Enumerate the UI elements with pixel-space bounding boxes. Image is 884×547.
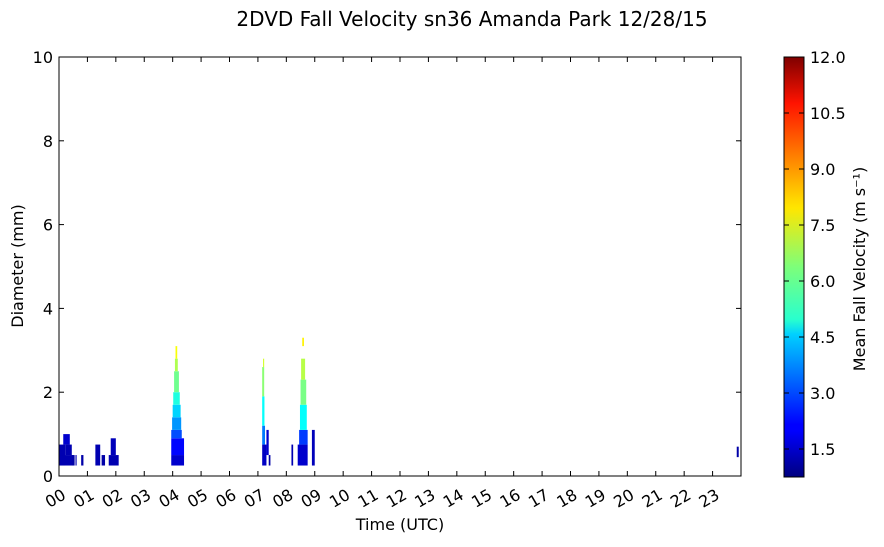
x-tick-label: 09 [298, 485, 325, 512]
colorbar-tick-label: 7.5 [810, 216, 835, 235]
x-tick-label: 10 [326, 485, 353, 512]
x-axis-label: Time (UTC) [355, 515, 444, 534]
data-cell [174, 371, 179, 393]
data-cell [171, 429, 182, 439]
x-tick-label: 15 [468, 485, 495, 512]
x-tick-label: 02 [99, 485, 126, 512]
colorbar-tick-label: 12.0 [810, 48, 846, 67]
colorbar-tick-label: 10.5 [810, 104, 846, 123]
y-tick-label: 0 [43, 467, 53, 486]
data-cells [59, 337, 739, 466]
data-cell [174, 358, 178, 372]
x-tick-label: 14 [440, 485, 467, 512]
data-cell [300, 379, 307, 405]
data-cell [297, 444, 308, 466]
data-cell [95, 444, 101, 466]
y-tick-label: 10 [33, 48, 53, 67]
y-tick-label: 8 [43, 132, 53, 151]
x-axis: 00 01 02 03 04 05 06 07 08 09 10 11 12 13 14 15 16 17 18 19… [42, 57, 723, 512]
data-cell [262, 367, 265, 397]
x-tick-label: 20 [610, 485, 637, 512]
data-cell [268, 455, 271, 466]
data-cell [71, 455, 75, 466]
data-cell [173, 392, 180, 405]
x-tick-label: 21 [639, 485, 666, 512]
data-cell [262, 425, 266, 445]
x-tick-label: 05 [184, 485, 211, 512]
data-cell [311, 429, 315, 466]
colorbar-tick-label: 9.0 [810, 160, 835, 179]
x-tick-label: 03 [127, 485, 154, 512]
data-cell [108, 455, 119, 466]
x-tick-label: 12 [383, 485, 410, 512]
data-cell [172, 404, 181, 418]
colorbar-label: Mean Fall Velocity (m s⁻¹) [850, 167, 869, 371]
data-cell [291, 444, 294, 466]
x-tick-label: 04 [156, 485, 183, 512]
data-cell [172, 417, 182, 430]
colorbar: 1.5 3.0 4.5 6.0 7.5 9.0 10.5 12.0 Mean Fall Vel… [783, 48, 869, 478]
data-cell [171, 438, 185, 456]
data-cell [101, 455, 106, 466]
data-cell [175, 346, 178, 359]
data-cell [63, 434, 70, 445]
data-cell [59, 444, 66, 466]
data-cell [299, 429, 308, 445]
data-cell [75, 455, 77, 466]
data-cell [299, 404, 307, 430]
x-tick-label: 19 [582, 485, 609, 512]
data-cell [266, 429, 269, 456]
x-tick-label: 17 [525, 485, 552, 512]
x-tick-label: 01 [70, 485, 97, 512]
colorbar-gradient [783, 56, 805, 478]
x-tick-label: 06 [212, 485, 239, 512]
data-cell [262, 444, 267, 466]
data-cell [302, 337, 304, 347]
x-tick-label: 16 [497, 485, 524, 512]
data-cell [110, 438, 116, 456]
data-cell [59, 455, 74, 466]
y-axis-label: Diameter (mm) [8, 204, 27, 327]
x-tick-label: 11 [354, 485, 381, 512]
colorbar-tick-label: 1.5 [810, 440, 835, 459]
data-cell [736, 446, 739, 458]
data-cell [263, 358, 265, 368]
colorbar-tick-label: 3.0 [810, 384, 835, 403]
y-axis: 0 2 4 6 8 10 [33, 48, 741, 486]
x-tick-label: 22 [667, 485, 694, 512]
x-tick-label: 08 [269, 485, 296, 512]
data-cell [301, 358, 306, 380]
colorbar-tick-label: 4.5 [810, 328, 835, 347]
x-tick-label: 07 [241, 485, 268, 512]
data-cell [65, 444, 72, 456]
plot-frame [58, 56, 742, 477]
y-tick-label: 4 [43, 299, 53, 318]
x-tick-label: 00 [42, 485, 69, 512]
x-tick-label: 13 [411, 485, 438, 512]
colorbar-ticks: 1.5 3.0 4.5 6.0 7.5 9.0 10.5 12.0 [784, 48, 846, 459]
data-cell [262, 396, 265, 426]
x-tick-label: 18 [553, 485, 580, 512]
data-cell [81, 455, 84, 466]
data-cell [171, 455, 185, 466]
y-tick-label: 2 [43, 383, 53, 402]
colorbar-tick-label: 6.0 [810, 272, 835, 291]
chart-title: 2DVD Fall Velocity sn36 Amanda Park 12/2… [236, 7, 707, 31]
x-tick-label: 23 [695, 485, 722, 512]
y-tick-label: 6 [43, 216, 53, 235]
